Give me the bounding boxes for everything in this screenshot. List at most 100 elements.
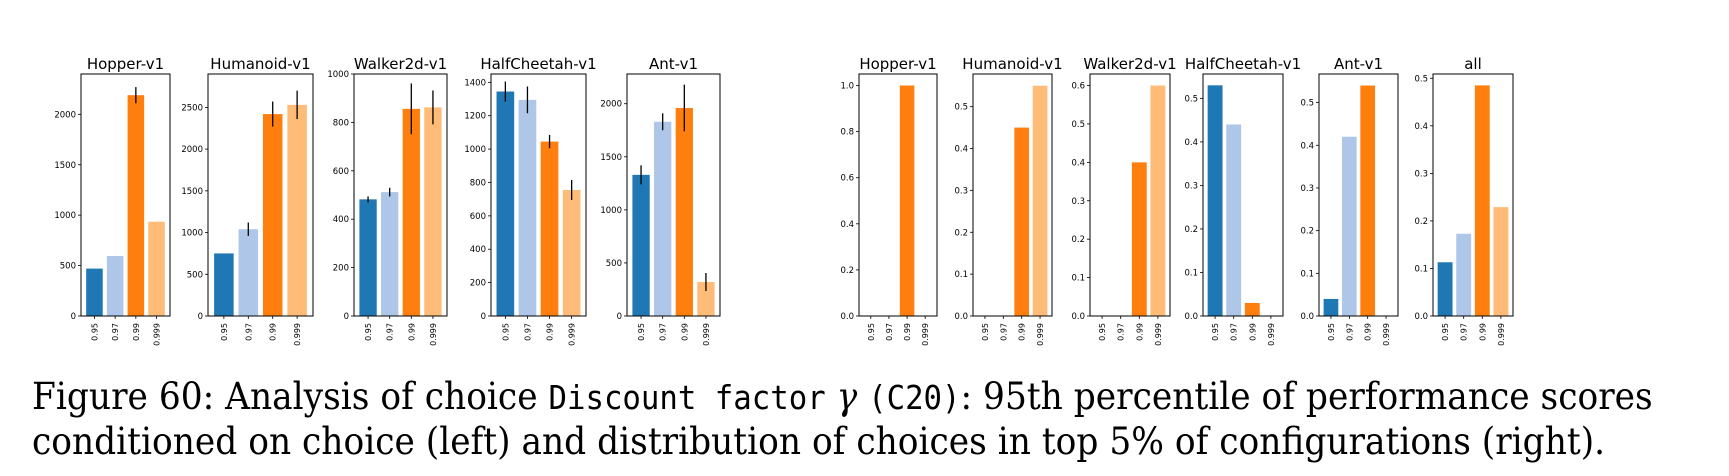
x-tick-label: 0.999 xyxy=(1036,323,1045,346)
bar-0.99 xyxy=(675,107,693,317)
bar-0.99 xyxy=(540,141,559,316)
bar-0.99 xyxy=(1360,85,1376,317)
x-tick-label: 0.97 xyxy=(659,323,668,341)
x-tick-label: 0.99 xyxy=(132,323,141,341)
y-tick-label: 0.5 xyxy=(1184,94,1198,104)
chart-title: Hopper-v1 xyxy=(859,55,936,73)
y-tick-label: 0.1 xyxy=(1071,274,1085,284)
bar-0.97 xyxy=(518,99,537,317)
y-tick-label: 0.2 xyxy=(1184,225,1198,235)
y-tick-label: 0.4 xyxy=(1184,138,1198,148)
axes-frame xyxy=(353,73,448,317)
x-tick-label: 0.99 xyxy=(407,323,416,341)
y-tick-label: 1000 xyxy=(327,70,349,80)
x-tick-label: 0.999 xyxy=(293,323,302,346)
y-tick-label: 1.0 xyxy=(840,82,854,92)
x-tick-label: 0.97 xyxy=(386,323,395,341)
y-tick-label: 0.3 xyxy=(1184,181,1198,191)
bar-0.97 xyxy=(106,256,124,316)
x-tick-label: 0.99 xyxy=(903,323,912,341)
chart-panel-right-8: Walker2d-v1 0.95 0.97 0.99 0.999 0.0 0.1 0.2 0.3… xyxy=(1071,55,1176,346)
x-tick-label: 0.99 xyxy=(546,323,555,341)
chart-title: all xyxy=(1464,55,1482,73)
y-tick-label: 2000 xyxy=(600,100,622,110)
y-tick-label: 0.0 xyxy=(1414,312,1428,322)
y-tick-label: 500 xyxy=(187,270,203,280)
axes-frame xyxy=(207,73,314,317)
y-tick-label: 0.4 xyxy=(1414,122,1428,132)
chart-panel-left-2: Humanoid-v1 0.95 0.97 0.99 0.999 0 500 1000 1500… xyxy=(181,55,314,346)
y-tick-label: 0.5 xyxy=(1071,120,1085,130)
chart-title: Ant-v1 xyxy=(649,55,698,73)
axes-frame xyxy=(490,73,587,317)
chart-title: Walker2d-v1 xyxy=(1083,55,1176,73)
x-tick-label: 0.97 xyxy=(1117,323,1126,341)
bar-0.99 xyxy=(127,95,145,316)
chart-panel-right-9: HalfCheetah-v1 0.95 0.97 0.99 0.999 0.0 0.1 0.2… xyxy=(1184,55,1301,346)
bar-0.97 xyxy=(654,121,672,317)
bar-0.97 xyxy=(1226,124,1242,316)
x-tick-label: 0.999 xyxy=(429,323,438,346)
bar-0.99 xyxy=(262,114,283,316)
bar-0.95 xyxy=(632,174,650,316)
x-tick-label: 0.95 xyxy=(1441,323,1450,341)
y-tick-label: 1500 xyxy=(181,187,203,197)
bar-0.95 xyxy=(359,199,377,316)
y-tick-label: 0.8 xyxy=(840,128,854,138)
axes-frame xyxy=(972,73,1053,317)
x-tick-label: 0.97 xyxy=(999,323,1008,341)
x-tick-label: 0.99 xyxy=(1478,323,1487,341)
x-tick-label: 0.999 xyxy=(702,323,711,346)
x-tick-label: 0.95 xyxy=(1098,323,1107,341)
y-tick-label: 0.5 xyxy=(1414,74,1428,84)
y-tick-label: 1500 xyxy=(600,153,622,163)
chart-panel-left-3: Walker2d-v1 0.95 0.97 0.99 0.999 0 200 400 600 80… xyxy=(327,55,448,346)
chart-title: Walker2d-v1 xyxy=(354,55,447,73)
x-tick-label: 0.95 xyxy=(637,323,646,341)
x-tick-label: 0.95 xyxy=(220,323,229,341)
caption-text-b: : 95th percentile of performance scores xyxy=(960,375,1653,418)
x-tick-label: 0.95 xyxy=(90,323,99,341)
y-tick-label: 0.0 xyxy=(840,312,854,322)
y-tick-label: 1200 xyxy=(464,112,486,122)
bar-0.95 xyxy=(1437,262,1453,316)
chart-panel-left-5: Ant-v1 0.95 0.97 0.99 0.999 0 500 1000 1500 2000 xyxy=(600,55,721,346)
y-tick-label: 0.3 xyxy=(1300,184,1314,194)
x-tick-label: 0.999 xyxy=(1497,323,1506,346)
x-tick-label: 0.99 xyxy=(680,323,689,341)
x-tick-label: 0.97 xyxy=(244,323,253,341)
y-tick-label: 0.2 xyxy=(1414,217,1428,227)
x-tick-label: 0.99 xyxy=(269,323,278,341)
y-tick-label: 1400 xyxy=(464,78,486,88)
caption-code-b: (C20) xyxy=(868,378,961,417)
x-tick-label: 0.99 xyxy=(1248,323,1257,341)
bar-0.999 xyxy=(1032,85,1048,317)
y-tick-label: 500 xyxy=(606,259,622,269)
figure-caption: Figure 60: Analysis of choice Discount f… xyxy=(32,375,1653,464)
x-tick-label: 0.999 xyxy=(1382,323,1391,346)
axes-frame xyxy=(1202,73,1284,317)
y-tick-label: 500 xyxy=(60,262,76,272)
y-tick-label: 0 xyxy=(617,312,622,322)
x-tick-label: 0.999 xyxy=(921,323,930,346)
caption-code: Discount factor xyxy=(548,378,826,417)
chart-panel-right-6: Hopper-v1 0.95 0.97 0.99 0.999 0.0 0.2 0.4 0.6 0.… xyxy=(840,55,938,346)
y-tick-label: 0.3 xyxy=(1071,197,1085,207)
bar-0.999 xyxy=(562,189,581,316)
y-tick-label: 800 xyxy=(333,118,349,128)
y-tick-label: 0 xyxy=(71,312,76,322)
axes-frame xyxy=(80,73,171,317)
x-tick-label: 0.97 xyxy=(111,323,120,341)
bar-0.99 xyxy=(1244,302,1260,316)
x-tick-label: 0.97 xyxy=(1345,323,1354,341)
x-tick-label: 0.99 xyxy=(1364,323,1373,341)
x-tick-label: 0.95 xyxy=(1327,323,1336,341)
y-tick-label: 1000 xyxy=(181,229,203,239)
y-tick-label: 0.2 xyxy=(1300,227,1314,237)
caption-line-2: conditioned on choice (left) and distrib… xyxy=(32,420,1606,463)
y-tick-label: 0 xyxy=(198,312,203,322)
y-tick-label: 0 xyxy=(481,312,486,322)
x-tick-label: 0.95 xyxy=(501,323,510,341)
chart-panel-right-11: all 0.95 0.97 0.99 0.999 0.0 0.1 0.2 0.3 0.4 0.5 xyxy=(1414,55,1514,346)
x-tick-label: 0.97 xyxy=(1460,323,1469,341)
